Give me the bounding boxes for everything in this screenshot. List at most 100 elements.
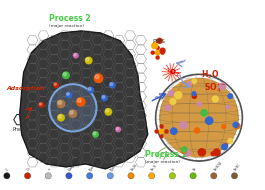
Circle shape (128, 173, 134, 179)
Circle shape (58, 101, 61, 104)
Circle shape (102, 96, 105, 98)
Circle shape (85, 57, 92, 64)
Circle shape (205, 116, 214, 125)
Circle shape (187, 81, 192, 86)
Circle shape (49, 84, 96, 131)
Circle shape (151, 50, 155, 55)
Circle shape (159, 124, 164, 129)
Circle shape (168, 90, 175, 97)
Circle shape (53, 82, 59, 88)
Circle shape (157, 38, 162, 43)
Text: Fe-N: Fe-N (130, 163, 138, 172)
Circle shape (221, 143, 228, 150)
Text: $^1$O$_2$: $^1$O$_2$ (166, 67, 180, 79)
Circle shape (174, 91, 182, 99)
Circle shape (107, 173, 113, 179)
Circle shape (160, 50, 165, 55)
Text: Graphitic-N: Graphitic-N (68, 154, 83, 172)
Circle shape (73, 53, 79, 59)
Circle shape (181, 146, 187, 153)
Circle shape (196, 101, 202, 107)
Text: Adsorption: Adsorption (7, 86, 46, 91)
Circle shape (155, 55, 160, 60)
Circle shape (77, 98, 81, 102)
Circle shape (45, 173, 51, 179)
Circle shape (63, 73, 66, 76)
Circle shape (65, 92, 72, 98)
Circle shape (227, 93, 233, 99)
Text: C: C (6, 167, 11, 172)
Circle shape (200, 109, 208, 117)
Circle shape (115, 127, 121, 132)
Circle shape (57, 99, 65, 108)
Circle shape (181, 149, 187, 154)
Circle shape (192, 93, 197, 99)
Circle shape (225, 105, 230, 110)
Circle shape (116, 127, 118, 130)
Text: Fe-S: Fe-S (151, 163, 158, 172)
Circle shape (4, 173, 10, 179)
Circle shape (104, 108, 112, 116)
Circle shape (212, 95, 219, 103)
Circle shape (86, 58, 89, 61)
Circle shape (76, 97, 86, 107)
Text: Pyrrolic-N: Pyrrolic-N (89, 156, 102, 172)
Circle shape (152, 43, 158, 49)
Circle shape (221, 124, 227, 129)
Circle shape (211, 173, 217, 179)
Circle shape (164, 129, 169, 134)
Circle shape (232, 122, 239, 128)
Circle shape (70, 111, 73, 114)
Circle shape (101, 94, 108, 101)
Circle shape (213, 148, 221, 157)
Circle shape (179, 121, 188, 129)
Text: +: + (47, 167, 52, 172)
Text: PMS: PMS (153, 39, 166, 44)
Circle shape (67, 93, 69, 95)
Circle shape (57, 114, 65, 122)
Circle shape (39, 103, 42, 105)
Circle shape (190, 173, 196, 179)
Circle shape (24, 173, 31, 179)
Text: S: S (171, 167, 176, 172)
Circle shape (197, 148, 206, 157)
Circle shape (218, 82, 226, 90)
Text: Process 2: Process 2 (49, 14, 91, 23)
Circle shape (54, 83, 56, 86)
Circle shape (105, 109, 109, 112)
Circle shape (231, 173, 238, 179)
Circle shape (110, 83, 113, 86)
Text: Fe3C: Fe3C (233, 162, 242, 172)
Circle shape (86, 173, 93, 179)
Circle shape (159, 128, 165, 134)
Circle shape (227, 138, 233, 144)
Circle shape (191, 78, 197, 84)
Text: e$^-$: e$^-$ (154, 94, 164, 102)
Circle shape (58, 115, 61, 118)
Circle shape (92, 131, 99, 138)
Circle shape (234, 122, 241, 129)
Text: (major reaction): (major reaction) (49, 24, 84, 28)
Circle shape (169, 98, 176, 105)
Circle shape (109, 82, 116, 89)
Circle shape (223, 143, 228, 148)
Circle shape (87, 87, 94, 93)
Circle shape (194, 127, 200, 134)
Text: O: O (26, 167, 32, 172)
Circle shape (66, 173, 72, 179)
Polygon shape (20, 31, 148, 169)
Circle shape (183, 149, 191, 157)
Circle shape (95, 75, 99, 79)
Circle shape (68, 109, 77, 118)
Text: Phenol: Phenol (13, 127, 29, 132)
Text: SO$_4^{\bullet-}$: SO$_4^{\bullet-}$ (204, 81, 226, 95)
Circle shape (93, 132, 96, 135)
Text: (major reaction): (major reaction) (145, 160, 180, 164)
Circle shape (62, 71, 70, 79)
Circle shape (154, 129, 159, 134)
Circle shape (170, 127, 178, 135)
Circle shape (159, 134, 164, 139)
Circle shape (149, 173, 155, 179)
Circle shape (94, 73, 103, 83)
Circle shape (191, 91, 197, 96)
